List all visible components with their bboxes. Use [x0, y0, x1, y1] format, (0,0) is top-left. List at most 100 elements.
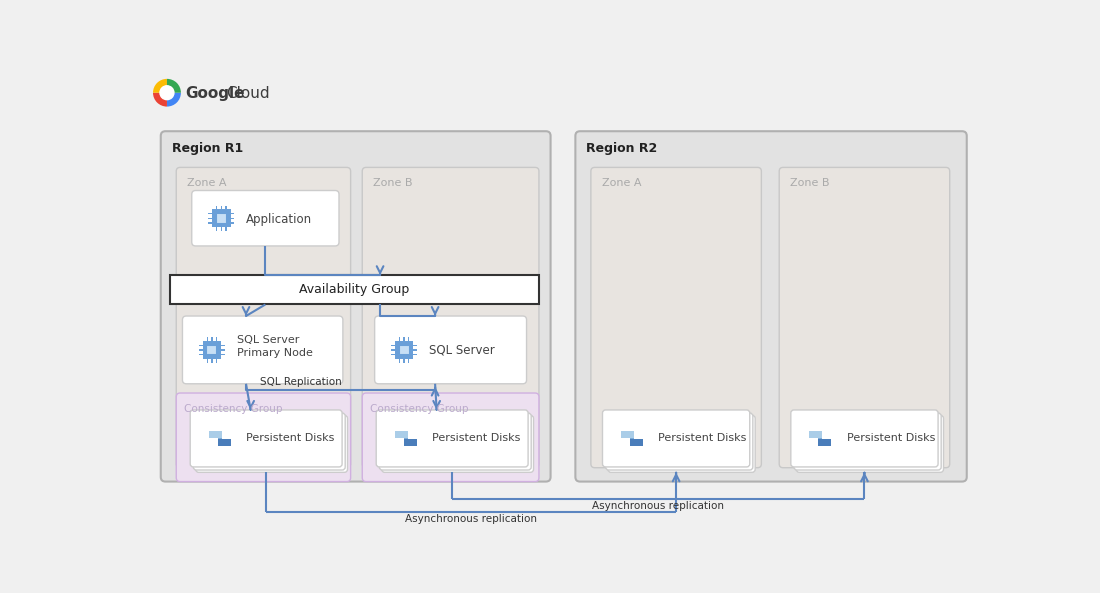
FancyBboxPatch shape [603, 410, 750, 467]
Text: Zone A: Zone A [187, 178, 227, 188]
Bar [231, 222, 234, 224]
Bar [408, 337, 409, 340]
FancyBboxPatch shape [794, 413, 942, 470]
FancyBboxPatch shape [395, 340, 414, 359]
FancyBboxPatch shape [779, 167, 949, 468]
Bar [207, 359, 208, 362]
Polygon shape [630, 439, 644, 446]
Text: Application: Application [246, 213, 312, 227]
FancyBboxPatch shape [591, 167, 761, 468]
Bar [170, 275, 539, 304]
Bar [199, 345, 202, 346]
Bar [209, 213, 212, 214]
FancyBboxPatch shape [382, 415, 534, 473]
Bar [392, 345, 395, 346]
Bar [392, 349, 395, 350]
Text: Persistent Disks: Persistent Disks [432, 433, 520, 444]
Bar [211, 359, 212, 362]
Bar [199, 349, 202, 350]
Bar [231, 218, 234, 219]
Bar [414, 349, 417, 350]
Text: SQL Server
Primary Node: SQL Server Primary Node [236, 335, 312, 358]
FancyBboxPatch shape [194, 413, 345, 470]
Text: Consistency Group: Consistency Group [370, 404, 469, 414]
Bar [209, 218, 212, 219]
FancyBboxPatch shape [375, 316, 527, 384]
Bar [399, 337, 400, 340]
Text: Region R2: Region R2 [586, 142, 658, 155]
Text: Consistency Group: Consistency Group [184, 404, 283, 414]
Bar [220, 228, 222, 231]
Text: Persistent Disks: Persistent Disks [658, 433, 747, 444]
Text: Zone B: Zone B [373, 178, 412, 188]
FancyBboxPatch shape [191, 190, 339, 246]
Bar [216, 359, 217, 362]
FancyBboxPatch shape [379, 413, 531, 470]
FancyBboxPatch shape [376, 410, 528, 467]
Wedge shape [153, 93, 167, 107]
Bar [414, 345, 417, 346]
Bar [216, 337, 217, 340]
Text: SQL Replication: SQL Replication [260, 377, 342, 387]
Bar [392, 354, 395, 355]
Polygon shape [818, 438, 822, 439]
Bar [199, 354, 202, 355]
Text: Region R1: Region R1 [172, 142, 243, 155]
Bar [220, 206, 222, 209]
Polygon shape [218, 439, 231, 446]
Bar [399, 359, 400, 362]
FancyBboxPatch shape [196, 415, 348, 473]
Bar [221, 345, 224, 346]
Bar [408, 359, 409, 362]
FancyBboxPatch shape [362, 167, 539, 468]
FancyBboxPatch shape [202, 340, 221, 359]
FancyBboxPatch shape [362, 393, 539, 482]
Text: Persistent Disks: Persistent Disks [847, 433, 935, 444]
Text: Asynchronous replication: Asynchronous replication [592, 501, 724, 511]
FancyBboxPatch shape [161, 131, 551, 482]
Bar [216, 228, 217, 231]
Text: Availability Group: Availability Group [299, 283, 409, 296]
Text: Asynchronous replication: Asynchronous replication [405, 514, 537, 524]
Bar [226, 206, 227, 209]
FancyBboxPatch shape [216, 213, 227, 224]
FancyBboxPatch shape [207, 345, 218, 355]
Text: Cloud: Cloud [226, 86, 270, 101]
Bar [216, 206, 217, 209]
Bar [209, 222, 212, 224]
Wedge shape [153, 79, 167, 93]
FancyBboxPatch shape [190, 410, 342, 467]
FancyBboxPatch shape [606, 413, 752, 470]
FancyBboxPatch shape [796, 415, 944, 473]
Polygon shape [810, 431, 822, 438]
Text: Google: Google [186, 86, 245, 101]
Text: Zone B: Zone B [790, 178, 829, 188]
FancyBboxPatch shape [176, 393, 351, 482]
Polygon shape [209, 431, 221, 438]
Bar [226, 228, 227, 231]
Wedge shape [167, 79, 180, 93]
Bar [211, 337, 212, 340]
Bar [404, 337, 405, 340]
Bar [231, 213, 234, 214]
Polygon shape [395, 431, 408, 438]
FancyBboxPatch shape [176, 167, 351, 468]
Text: SQL Server: SQL Server [429, 343, 495, 356]
Polygon shape [404, 438, 408, 439]
FancyBboxPatch shape [183, 316, 343, 384]
Bar [221, 354, 224, 355]
Polygon shape [818, 439, 832, 446]
FancyBboxPatch shape [575, 131, 967, 482]
FancyBboxPatch shape [608, 415, 756, 473]
Bar [404, 359, 405, 362]
Wedge shape [167, 93, 180, 107]
Text: Persistent Disks: Persistent Disks [246, 433, 334, 444]
Polygon shape [218, 438, 221, 439]
Bar [414, 354, 417, 355]
Circle shape [160, 86, 174, 100]
Polygon shape [404, 439, 417, 446]
FancyBboxPatch shape [398, 345, 409, 355]
FancyBboxPatch shape [212, 209, 231, 228]
Polygon shape [620, 431, 634, 438]
Text: Zone A: Zone A [602, 178, 641, 188]
